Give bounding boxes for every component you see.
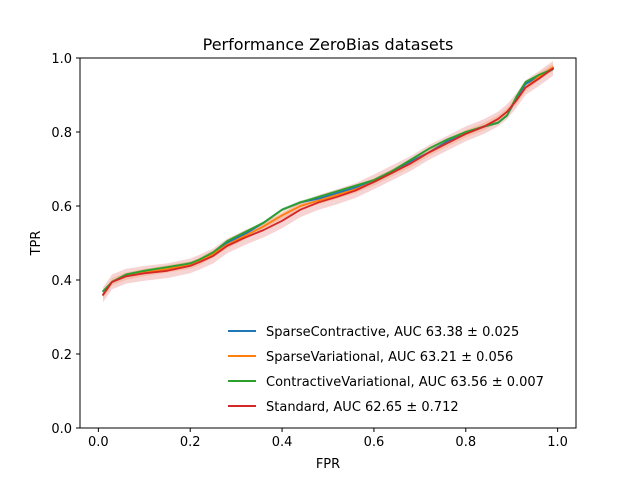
legend: SparseContractive, AUC 63.38 ± 0.025 Spar… (228, 325, 544, 415)
y-tick-label: 0.8 (51, 126, 72, 141)
series-3-band (103, 61, 553, 303)
legend-label-0: SparseContractive, AUC 63.38 ± 0.025 (266, 325, 519, 340)
x-tick-label: 0.6 (364, 435, 385, 450)
series-3-line (102, 67, 554, 296)
plot-frame (79, 57, 577, 429)
y-tick-label: 0.0 (51, 422, 72, 437)
y-tick-label: 0.2 (51, 348, 72, 363)
y-axis-ticks: 0.0 0.2 0.4 0.6 0.8 1.0 (51, 52, 80, 437)
series-1-band (103, 63, 553, 299)
series-lines (102, 66, 554, 296)
legend-label-2: ContractiveVariational, AUC 63.56 ± 0.00… (266, 375, 544, 390)
legend-label-1: SparseVariational, AUC 63.21 ± 0.056 (266, 350, 513, 365)
x-tick-label: 0.4 (272, 435, 293, 450)
y-axis-label: TPR (29, 231, 44, 257)
legend-label-3: Standard, AUC 62.65 ± 0.712 (266, 400, 459, 415)
y-tick-label: 0.6 (51, 200, 72, 215)
series-2-line (102, 68, 554, 293)
y-tick-label: 0.4 (51, 274, 72, 289)
x-axis-ticks: 0.0 0.2 0.4 0.6 0.8 1.0 (88, 428, 568, 450)
x-tick-label: 1.0 (547, 435, 568, 450)
x-tick-label: 0.2 (180, 435, 201, 450)
chart-title: Performance ZeroBias datasets (203, 35, 454, 54)
x-tick-label: 0.8 (455, 435, 476, 450)
x-axis-label: FPR (316, 457, 340, 472)
y-tick-label: 1.0 (51, 52, 72, 67)
x-tick-label: 0.0 (88, 435, 109, 450)
